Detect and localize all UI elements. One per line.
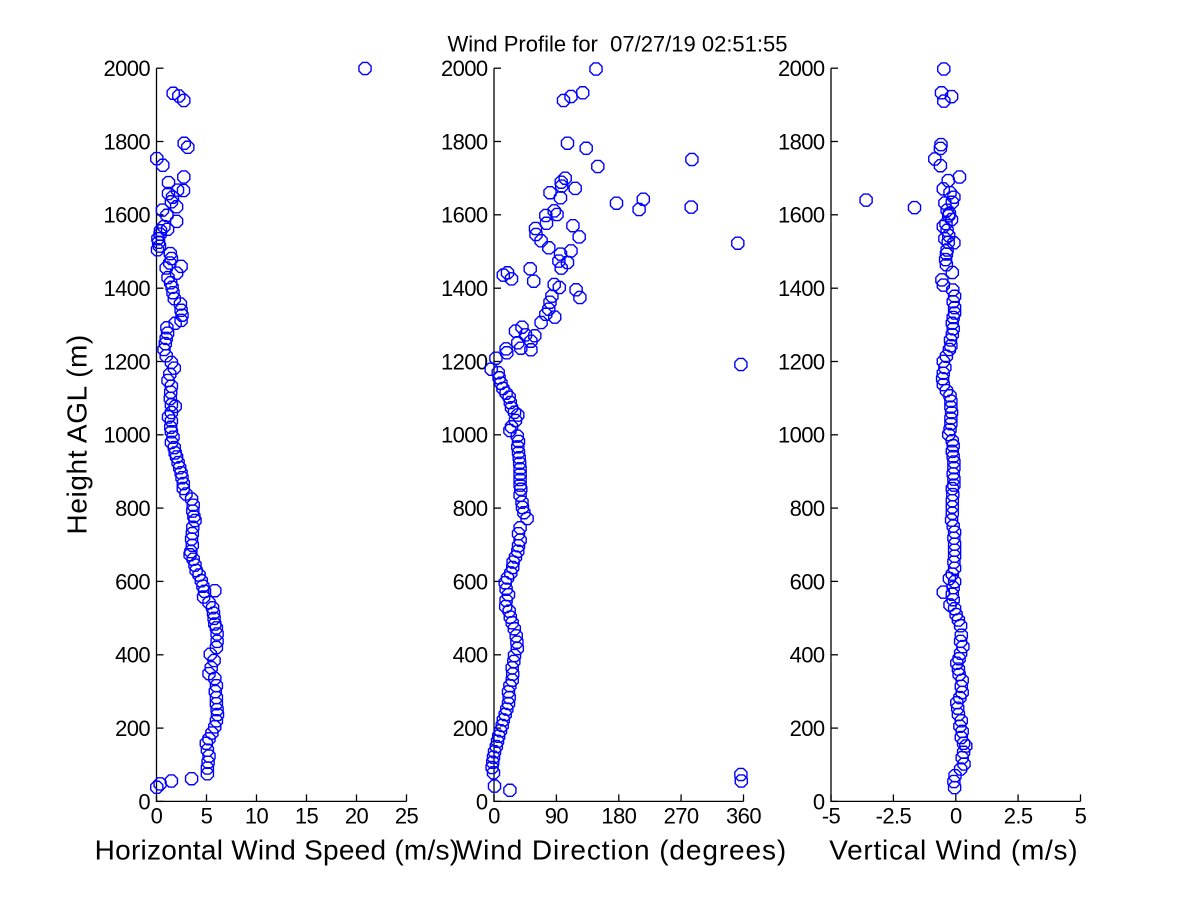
svg-text:1600: 1600 bbox=[441, 203, 488, 228]
svg-text:1800: 1800 bbox=[103, 129, 150, 154]
svg-text:800: 800 bbox=[115, 496, 150, 521]
svg-text:180: 180 bbox=[601, 803, 636, 828]
svg-text:360: 360 bbox=[726, 803, 761, 828]
svg-text:600: 600 bbox=[453, 569, 488, 594]
svg-text:0: 0 bbox=[488, 803, 500, 828]
svg-text:2000: 2000 bbox=[103, 56, 150, 81]
svg-text:200: 200 bbox=[790, 716, 825, 741]
svg-text:5: 5 bbox=[1075, 803, 1087, 828]
svg-text:400: 400 bbox=[115, 643, 150, 668]
svg-text:15: 15 bbox=[295, 803, 319, 828]
svg-text:10: 10 bbox=[245, 803, 269, 828]
svg-text:400: 400 bbox=[790, 643, 825, 668]
svg-text:Wind Direction (degrees): Wind Direction (degrees) bbox=[456, 835, 787, 866]
svg-text:800: 800 bbox=[790, 496, 825, 521]
svg-text:5: 5 bbox=[201, 803, 213, 828]
svg-text:0: 0 bbox=[813, 789, 825, 814]
svg-text:600: 600 bbox=[115, 569, 150, 594]
svg-text:1400: 1400 bbox=[778, 276, 825, 301]
svg-text:1600: 1600 bbox=[778, 203, 825, 228]
svg-text:2000: 2000 bbox=[441, 56, 488, 81]
svg-text:0: 0 bbox=[138, 789, 150, 814]
svg-text:-2.5: -2.5 bbox=[876, 803, 912, 828]
svg-text:400: 400 bbox=[453, 643, 488, 668]
svg-text:Height AGL (m): Height AGL (m) bbox=[62, 334, 93, 534]
svg-text:270: 270 bbox=[664, 803, 699, 828]
svg-text:Horizontal Wind Speed (m/s): Horizontal Wind Speed (m/s) bbox=[95, 835, 460, 866]
svg-text:1200: 1200 bbox=[103, 349, 150, 374]
svg-text:0: 0 bbox=[151, 803, 163, 828]
svg-text:-5: -5 bbox=[822, 803, 841, 828]
svg-text:1800: 1800 bbox=[778, 129, 825, 154]
svg-text:1400: 1400 bbox=[441, 276, 488, 301]
svg-text:1800: 1800 bbox=[441, 129, 488, 154]
svg-text:0: 0 bbox=[476, 789, 488, 814]
svg-text:1200: 1200 bbox=[441, 349, 488, 374]
svg-text:600: 600 bbox=[790, 569, 825, 594]
svg-text:2.5: 2.5 bbox=[1004, 803, 1033, 828]
svg-text:20: 20 bbox=[345, 803, 369, 828]
svg-text:1000: 1000 bbox=[778, 423, 825, 448]
svg-text:25: 25 bbox=[395, 803, 419, 828]
svg-text:1000: 1000 bbox=[103, 423, 150, 448]
svg-text:800: 800 bbox=[453, 496, 488, 521]
svg-text:1400: 1400 bbox=[103, 276, 150, 301]
svg-text:0: 0 bbox=[950, 803, 962, 828]
svg-text:1600: 1600 bbox=[103, 203, 150, 228]
svg-text:Wind Profile for 07/27/19 02:: Wind Profile for 07/27/19 02:51:55 bbox=[448, 32, 788, 57]
svg-text:200: 200 bbox=[115, 716, 150, 741]
svg-text:2000: 2000 bbox=[778, 56, 825, 81]
svg-text:90: 90 bbox=[545, 803, 569, 828]
svg-text:1000: 1000 bbox=[441, 423, 488, 448]
svg-text:200: 200 bbox=[453, 716, 488, 741]
svg-text:Vertical Wind (m/s): Vertical Wind (m/s) bbox=[829, 835, 1078, 866]
svg-text:1200: 1200 bbox=[778, 349, 825, 374]
